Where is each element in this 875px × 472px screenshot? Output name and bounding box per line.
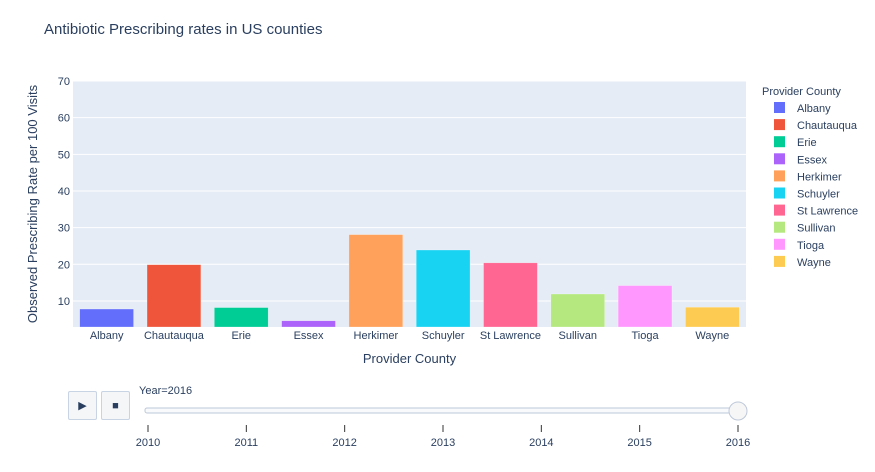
legend-item[interactable]: Wayne — [797, 257, 831, 269]
bar-chautauqua[interactable] — [146, 264, 202, 328]
legend-swatch[interactable] — [774, 102, 785, 113]
slider-step-label[interactable]: 2014 — [529, 437, 553, 449]
bar-herkimer[interactable] — [348, 234, 404, 328]
legend-item[interactable]: Sullivan — [797, 223, 836, 235]
legend-item[interactable]: Chautauqua — [797, 120, 858, 132]
legend-item[interactable]: Tioga — [797, 240, 825, 252]
bar-tioga[interactable] — [617, 285, 673, 328]
y-tick-label: 20 — [58, 259, 70, 271]
legend-item[interactable]: Erie — [797, 137, 817, 149]
x-tick-label: Schuyler — [422, 330, 465, 342]
play-button[interactable]: ▶ — [68, 391, 97, 420]
y-tick-label: 60 — [58, 113, 70, 125]
x-axis-title: Provider County — [363, 351, 457, 366]
legend-item[interactable]: Albany — [797, 103, 831, 115]
stop-button[interactable]: ■ — [101, 391, 130, 420]
chart-title: Antibiotic Prescribing rates in US count… — [44, 21, 323, 38]
x-tick-label: Sullivan — [558, 330, 597, 342]
legend-swatch[interactable] — [774, 255, 785, 267]
legend-title: Provider County — [762, 86, 841, 98]
bar-essex[interactable] — [281, 320, 336, 328]
y-axis-title: Observed Prescribing Rate per 100 Visits — [25, 84, 40, 323]
y-tick-label: 30 — [58, 223, 70, 235]
bar-albany[interactable] — [79, 308, 134, 328]
slider-rail[interactable] — [144, 407, 743, 414]
legend-swatch[interactable] — [774, 136, 785, 148]
slider-step-label[interactable]: 2015 — [627, 437, 651, 449]
bar-wayne[interactable] — [685, 306, 740, 328]
legend-swatch[interactable] — [774, 238, 785, 250]
x-tick-label: Albany — [90, 330, 124, 342]
slider-step-label[interactable]: 2013 — [431, 437, 455, 449]
slider-current-value: Year=2016 — [139, 385, 193, 397]
legend-item[interactable]: St Lawrence — [797, 206, 858, 218]
legend-swatch[interactable] — [774, 221, 785, 233]
x-tick-label: Wayne — [695, 330, 729, 342]
legend-swatch[interactable] — [774, 153, 785, 165]
x-tick-label: Essex — [294, 330, 324, 342]
legend-swatch[interactable] — [774, 187, 785, 199]
bar-erie[interactable] — [214, 307, 269, 328]
legend-swatch[interactable] — [774, 204, 785, 216]
bar-schuyler[interactable] — [415, 249, 471, 328]
x-tick-label: Chautauqua — [144, 330, 205, 342]
slider-handle[interactable] — [728, 401, 748, 421]
y-tick-label: 40 — [58, 186, 70, 198]
bar-st-lawrence[interactable] — [483, 262, 538, 328]
slider-step-label[interactable]: 2016 — [726, 437, 750, 449]
y-tick-label: 50 — [58, 149, 70, 161]
slider-step-label[interactable]: 2012 — [332, 437, 356, 449]
legend-item[interactable]: Herkimer — [797, 171, 842, 183]
slider-step-label[interactable]: 2011 — [235, 437, 259, 449]
bar-sullivan[interactable] — [550, 293, 605, 328]
y-tick-label: 10 — [58, 296, 70, 308]
legend-swatch[interactable] — [774, 170, 785, 182]
x-tick-label: Erie — [231, 330, 251, 342]
legend-swatch[interactable] — [774, 119, 785, 131]
slider-step-label[interactable]: 2010 — [136, 437, 160, 449]
legend-item[interactable]: Schuyler — [797, 189, 840, 201]
legend-item[interactable]: Essex — [797, 154, 827, 166]
x-tick-label: Herkimer — [354, 330, 399, 342]
x-tick-label: St Lawrence — [480, 330, 541, 342]
y-tick-label: 70 — [58, 76, 70, 88]
x-tick-label: Tioga — [631, 330, 659, 342]
